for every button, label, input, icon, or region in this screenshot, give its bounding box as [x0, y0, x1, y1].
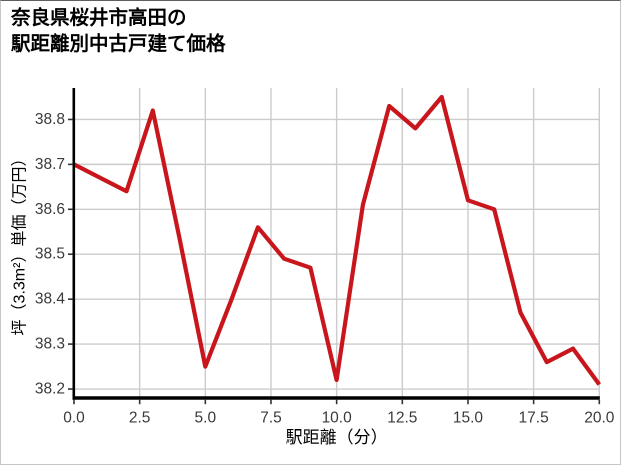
chart-title-line1: 奈良県桜井市高田の	[11, 7, 187, 29]
x-tick-label: 10.0	[322, 409, 353, 426]
y-tick-label: 38.6	[35, 201, 65, 218]
x-tick-label: 20.0	[584, 409, 615, 426]
chart-title: 奈良県桜井市高田の 駅距離別中古戸建て価格	[11, 6, 226, 57]
x-tick-label: 5.0	[195, 409, 217, 426]
x-tick-label: 17.5	[519, 409, 549, 426]
x-tick-label: 0.0	[63, 409, 85, 426]
x-tick-label: 7.5	[260, 409, 282, 426]
price-line-series	[73, 94, 601, 386]
y-tick-label: 38.4	[35, 291, 66, 308]
y-tick-label: 38.7	[35, 156, 65, 173]
chart-title-line2: 駅距離別中古戸建て価格	[11, 32, 226, 55]
y-axis-label: 坪（3.3m²）単価（万円）	[11, 151, 29, 336]
x-tick-label: 15.0	[453, 409, 484, 426]
x-tick-label: 12.5	[387, 409, 417, 426]
y-tick-label: 38.2	[35, 381, 65, 398]
y-tick-label: 38.8	[35, 111, 65, 128]
x-axis-label: 駅距離（分）	[286, 428, 388, 447]
x-tick-label: 2.5	[129, 409, 151, 426]
y-tick-label: 38.3	[35, 336, 65, 353]
y-tick-label: 38.5	[35, 246, 65, 263]
